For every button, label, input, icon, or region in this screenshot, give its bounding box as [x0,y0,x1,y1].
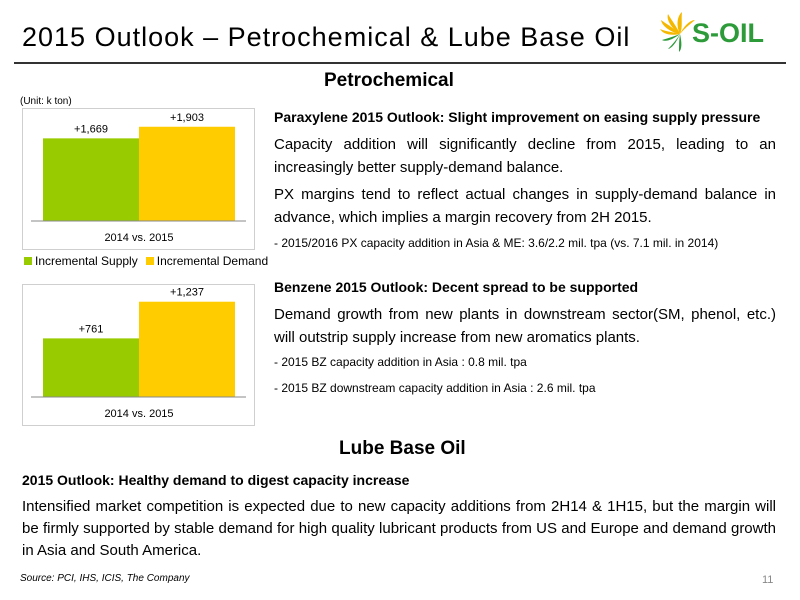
legend-swatch-supply [24,257,32,265]
chart-px: +1,669 +1,903 2014 vs. 2015 [22,108,255,250]
legend-item-demand: Incremental Demand [145,254,269,268]
legend-label-demand: Incremental Demand [156,254,269,268]
px-paragraph-1: Capacity addition will significantly dec… [274,136,776,176]
page-number: 11 [762,574,774,586]
legend-label-supply: Incremental Supply [35,254,138,268]
section-heading-lube: Lube Base Oil [339,438,466,459]
legend-item-supply: Incremental Supply [24,254,138,268]
chart-bz: +761 +1,237 2014 vs. 2015 [22,284,255,426]
logo-text: S-OIL [692,18,764,48]
px-paragraph-2: PX margins tend to reflect actual change… [274,186,776,226]
unit-label: (Unit: k ton) [20,96,72,107]
bz-bullet-1: - 2015 BZ capacity addition in Asia : 0.… [274,355,527,369]
category-label: 2014 vs. 2015 [104,232,173,244]
bz-bullet-2: - 2015 BZ downstream capacity addition i… [274,381,596,395]
bar-incremental-supply [43,138,139,221]
bz-outlook-title: Benzene 2015 Outlook: Decent spread to b… [274,279,639,295]
bz-paragraph-1: Demand growth from new plants in downstr… [274,306,776,346]
lube-outlook-title: 2015 Outlook: Healthy demand to digest c… [22,472,410,488]
legend-swatch-demand [145,257,154,265]
header-divider [14,62,786,64]
chart-bz-svg: +761 +1,237 2014 vs. 2015 [31,287,246,420]
page-title: 2015 Outlook – Petrochemical & Lube Base… [22,22,631,52]
bar-incremental-demand [139,126,235,221]
section-heading-petrochemical: Petrochemical [324,70,454,91]
bar-incremental-supply [43,338,139,397]
chart-px-svg: +1,669 +1,903 2014 vs. 2015 [31,112,246,244]
data-label-demand: +1,903 [170,112,204,124]
data-label-demand: +1,237 [170,287,204,299]
s-oil-logo [660,8,800,56]
px-bullet-1: - 2015/2016 PX capacity addition in Asia… [274,236,719,250]
sunburst-icon [660,12,695,52]
data-label-supply: +1,669 [74,123,108,135]
source-note: Source: PCI, IHS, ICIS, The Company [20,573,190,584]
lube-paragraph-1: Intensified market competition is expect… [22,498,776,559]
px-outlook-title: Paraxylene 2015 Outlook: Slight improvem… [274,109,761,125]
data-label-supply: +761 [79,323,104,335]
chart-legend: Incremental Supply Incremental Demand [24,254,276,268]
bar-incremental-demand [139,301,235,397]
category-label: 2014 vs. 2015 [104,408,173,420]
